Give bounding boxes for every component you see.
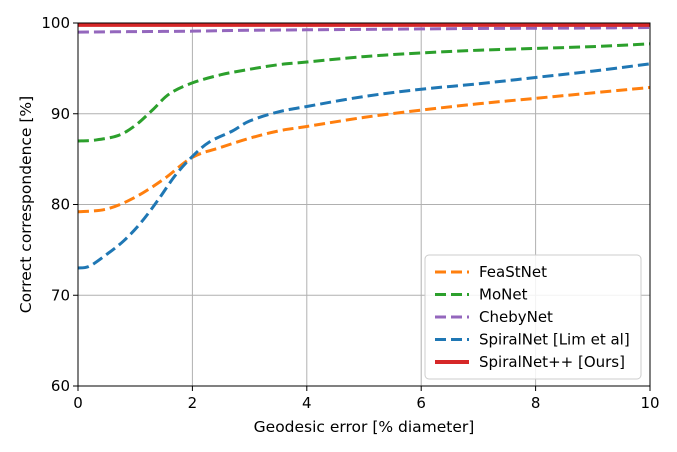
series-line-chebynet <box>77 26 651 34</box>
legend-label-feastnet: FeaStNet <box>479 263 547 281</box>
x-axis-label: Geodesic error [% diameter] <box>254 418 475 436</box>
y-axis-ticks: 60 70 80 90 100 <box>41 14 78 395</box>
series-lines <box>77 22 651 270</box>
y-axis-label: Correct correspondence [%] <box>17 96 35 313</box>
x-tick-label: 0 <box>73 394 83 412</box>
x-tick-label: 6 <box>416 394 426 412</box>
legend-box <box>424 254 642 380</box>
y-tick-label: 70 <box>51 286 70 304</box>
series-line-spiralnet-lim-et-al <box>77 62 651 270</box>
legend-label-chebynet: ChebyNet <box>479 308 553 326</box>
y-tick-label: 100 <box>41 14 70 32</box>
series-line-monet <box>77 42 651 143</box>
x-tick-label: 4 <box>302 394 312 412</box>
y-tick-label: 60 <box>51 377 70 395</box>
legend: FeaStNet MoNet ChebyNet SpiralNet [Lim et a… <box>424 254 642 380</box>
legend-label-spiralnet-ours: SpiralNet++ [Ours] <box>479 353 625 371</box>
legend-label-monet: MoNet <box>479 286 528 304</box>
y-tick-label: 80 <box>51 196 70 214</box>
x-tick-label: 8 <box>531 394 541 412</box>
x-tick-label: 2 <box>188 394 198 412</box>
x-tick-label: 10 <box>640 394 659 412</box>
y-tick-label: 90 <box>51 105 70 123</box>
x-axis-ticks: 0 2 4 6 8 10 <box>73 386 660 412</box>
legend-label-spiralnet-lim-et-al: SpiralNet [Lim et al] <box>479 331 630 349</box>
series-line-feastnet <box>77 85 651 214</box>
